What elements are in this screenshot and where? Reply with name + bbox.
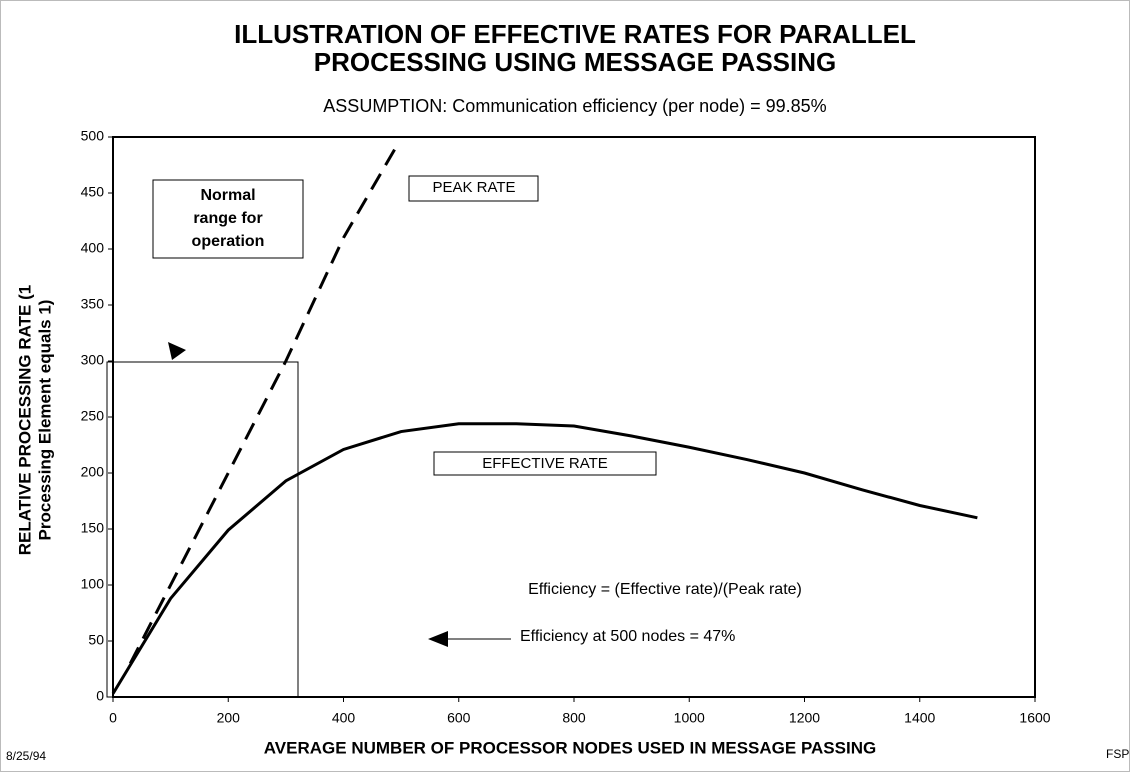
x-tick-label: 600 [447,710,471,726]
y-axis-label: Processing Element equals 1) [35,300,54,541]
y-tick-label: 450 [81,184,105,200]
footer-initials: FSP [1106,747,1129,761]
chart-subtitle: ASSUMPTION: Communication efficiency (pe… [323,96,826,116]
x-tick-label: 1200 [789,710,820,726]
y-tick-label: 150 [81,520,105,536]
x-tick-label: 800 [562,710,586,726]
annotation: Efficiency at 500 nodes = 47% [520,628,735,645]
annotation: Normal [200,187,255,204]
x-tick-label: 0 [109,710,117,726]
series-line [111,422,978,695]
normal-range-box [106,361,299,698]
y-tick-label: 0 [96,688,104,704]
y-tick-label: 250 [81,408,105,424]
x-tick-label: 1400 [904,710,935,726]
y-tick-label: 200 [81,464,105,480]
y-tick-label: 300 [81,352,105,368]
y-tick-label: 50 [88,632,104,648]
y-tick-label: 500 [81,128,105,144]
series-line [128,147,397,665]
arrow-head [428,631,448,647]
y-tick-label: 350 [81,296,105,312]
y-axis-label: RELATIVE PROCESSING RATE (1 [15,285,34,555]
arrow-head [168,342,186,360]
annotation-box [152,179,304,259]
x-tick-label: 1600 [1019,710,1050,726]
x-axis-label: AVERAGE NUMBER OF PROCESSOR NODES USED I… [264,738,876,757]
x-tick-label: 1000 [674,710,705,726]
y-tick-label: 100 [81,576,105,592]
footer-date: 8/25/94 [6,749,46,763]
y-tick-label: 400 [81,240,105,256]
x-tick-label: 400 [332,710,356,726]
label-box [408,175,539,202]
label-box [433,451,657,476]
annotation: range for [193,210,262,227]
chart-title: ILLUSTRATION OF EFFECTIVE RATES FOR PARA… [234,19,916,49]
annotation: Efficiency = (Effective rate)/(Peak rate… [528,581,802,598]
annotation: operation [192,233,265,250]
x-tick-label: 200 [217,710,241,726]
series-label: PEAK RATE [432,179,515,196]
chart-title: PROCESSING USING MESSAGE PASSING [314,47,837,77]
series-label: EFFECTIVE RATE [482,455,608,472]
